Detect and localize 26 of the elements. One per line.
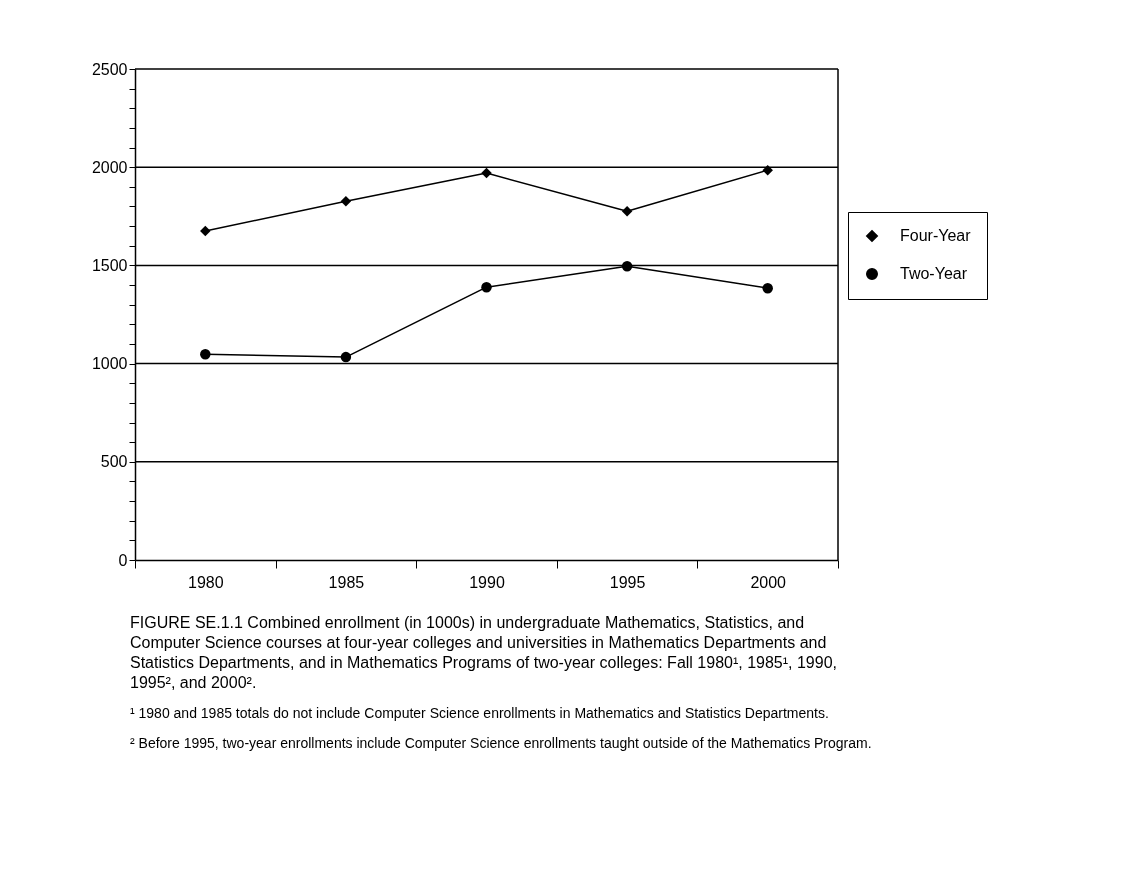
point <box>762 164 773 176</box>
legend-label: Four-Year <box>900 227 972 244</box>
x-tick-label: 1995 <box>609 573 646 591</box>
y-tick-label: 1000 <box>91 355 128 373</box>
text: FIGURE SE.1.1 Combined enrollment (in 1000s) in undergraduate Mathematics, Statistics, and Computer Science courses at four-year colleges and universities in Mathematics Departments and Statistics Departments, and in Mathematics Programs of two-year colleges: Fall 1980¹, 1985¹, 1990, 1995², and 2000². <box>130 614 837 691</box>
point <box>481 281 492 293</box>
x-tick-label: 1990 <box>469 573 505 591</box>
text: ¹ 1980 and 1985 totals do not include Computer Science enrollments in Mathematics and Statistics Departments. <box>130 705 829 721</box>
point <box>762 282 773 294</box>
point <box>340 195 352 207</box>
x-tick-label: 1985 <box>328 573 365 591</box>
point <box>621 260 633 272</box>
legend-label: Two-Year <box>900 265 968 282</box>
y-tick-label: 500 <box>100 453 128 471</box>
text: ² Before 1995, two-year enrollments include Computer Science enrollments taught outside of the Mathematics Program. <box>130 735 872 751</box>
y-tick-label: 2500 <box>91 60 128 78</box>
x-tick-label: 2000 <box>750 573 787 591</box>
point <box>481 167 492 179</box>
point <box>621 205 633 217</box>
point <box>200 348 211 360</box>
point <box>200 225 211 237</box>
x-tick-label: 1980 <box>188 573 224 591</box>
point <box>340 351 352 363</box>
y-tick-label: 0 <box>118 551 128 569</box>
y-tick-label: 1500 <box>91 256 128 274</box>
y-tick-label: 2000 <box>91 158 128 176</box>
